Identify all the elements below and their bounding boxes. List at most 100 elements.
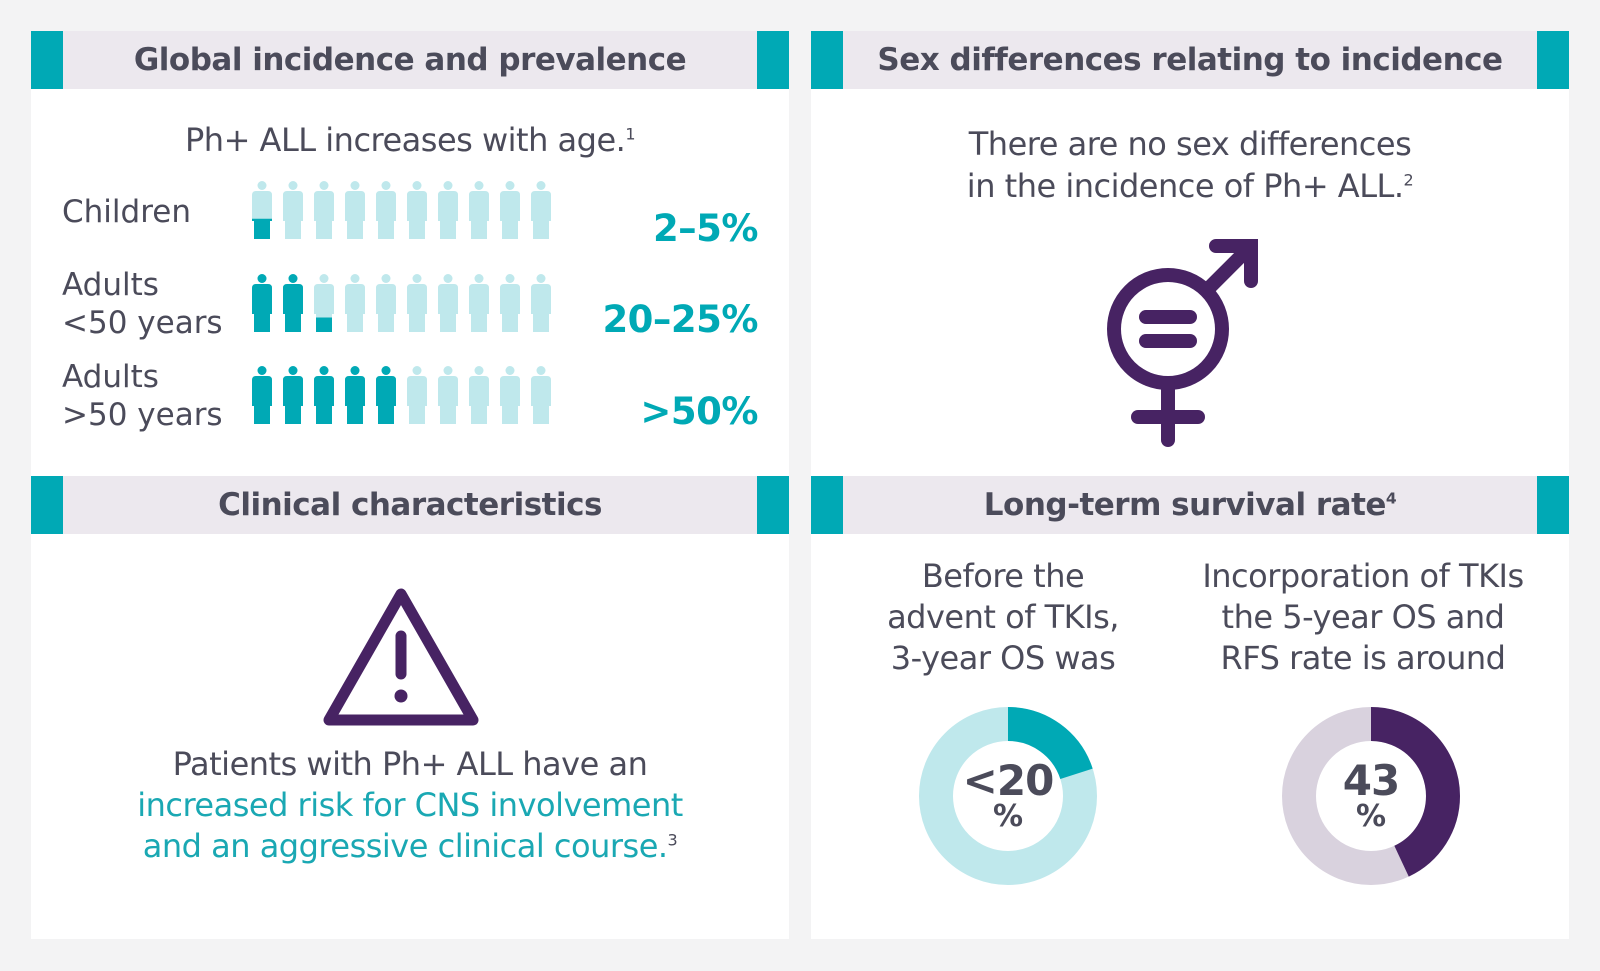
header-accent-right xyxy=(1537,476,1569,534)
row-value: 20–25% xyxy=(602,298,758,341)
incidence-title: Global incidence and prevalence xyxy=(133,42,687,78)
survival-title-ref: 4 xyxy=(1385,489,1397,508)
row-label: Adults <50 years xyxy=(62,266,223,342)
header-accent-left xyxy=(811,31,843,89)
row-label-line2: <50 years xyxy=(62,305,223,341)
person-icon xyxy=(469,274,489,332)
survival-header: Long-term survival rate4 xyxy=(811,476,1569,534)
donut-chart xyxy=(1282,707,1460,885)
survival-right-line2: the 5-year OS and xyxy=(1221,598,1505,636)
survival-right-donut: 43 % xyxy=(1281,706,1461,886)
clinical-line2: increased risk for CNS involvement xyxy=(137,786,683,824)
person-icon xyxy=(376,366,396,424)
survival-right-text: Incorporation of TKIs the 5-year OS and … xyxy=(1183,556,1543,679)
sex-lead-line2: in the incidence of Ph+ ALL. xyxy=(966,167,1404,205)
incidence-lead: Ph+ ALL increases with age.1 xyxy=(31,121,789,159)
person-icon xyxy=(438,274,458,332)
survival-left-line3: 3-year OS was xyxy=(890,639,1116,677)
survival-panel: Long-term survival rate4 Before the adve… xyxy=(811,476,1569,939)
person-icon xyxy=(252,181,272,239)
person-icon xyxy=(531,274,551,332)
survival-title: Long-term survival rate4 xyxy=(843,476,1537,534)
warning-icon xyxy=(321,586,481,728)
clinical-ref: 3 xyxy=(667,830,678,850)
row-label-line1: Children xyxy=(62,194,191,230)
sex-lead-line1: There are no sex differences xyxy=(968,125,1412,163)
person-icon xyxy=(252,274,272,332)
header-accent-right xyxy=(1537,31,1569,89)
survival-right-line3: RFS rate is around xyxy=(1220,639,1506,677)
header-accent-left xyxy=(31,31,63,89)
clinical-line3: and an aggressive clinical course. xyxy=(142,827,668,865)
donut-unit: % xyxy=(1355,799,1387,834)
person-icon xyxy=(376,181,396,239)
clinical-title: Clinical characteristics xyxy=(218,487,602,523)
row-adults-under-50: Adults <50 years 20–25% xyxy=(31,267,789,344)
clinical-text: Patients with Ph+ ALL have an increased … xyxy=(31,744,789,867)
person-icon xyxy=(469,181,489,239)
people-icons xyxy=(252,274,551,332)
row-label-line2: >50 years xyxy=(62,397,223,433)
person-icon xyxy=(283,274,303,332)
person-icon xyxy=(531,366,551,424)
incidence-lead-ref: 1 xyxy=(625,124,636,144)
person-icon xyxy=(314,366,334,424)
sex-lead-ref: 2 xyxy=(1403,170,1414,190)
header-accent-right xyxy=(757,476,789,534)
header-accent-left xyxy=(31,476,63,534)
person-icon xyxy=(345,274,365,332)
person-icon xyxy=(500,366,520,424)
person-icon xyxy=(407,366,427,424)
person-icon xyxy=(314,274,334,332)
sex-title: Sex differences relating to incidence xyxy=(877,42,1503,78)
person-icon xyxy=(500,181,520,239)
person-icon xyxy=(252,366,272,424)
clinical-header: Clinical characteristics xyxy=(31,476,789,534)
gender-equality-icon xyxy=(1107,239,1258,447)
person-icon xyxy=(438,181,458,239)
survival-left-line1: Before the xyxy=(921,557,1085,595)
header-accent-right xyxy=(757,31,789,89)
header-accent-left xyxy=(811,476,843,534)
person-icon xyxy=(314,181,334,239)
sex-header: Sex differences relating to incidence xyxy=(811,31,1569,89)
person-icon xyxy=(500,274,520,332)
row-label-line1: Adults xyxy=(62,267,159,303)
donut-unit: % xyxy=(992,799,1024,834)
person-icon xyxy=(345,181,365,239)
sex-lead: There are no sex differences in the inci… xyxy=(811,123,1569,207)
person-icon xyxy=(531,181,551,239)
people-icons xyxy=(252,366,551,424)
row-value: 2–5% xyxy=(652,207,759,250)
incidence-panel: Global incidence and prevalence Ph+ ALL … xyxy=(31,31,789,479)
row-children: Children 2–5% xyxy=(31,181,789,251)
incidence-lead-text: Ph+ ALL increases with age. xyxy=(184,121,626,159)
incidence-header: Global incidence and prevalence xyxy=(31,31,789,89)
clinical-panel: Clinical characteristics Patients with P… xyxy=(31,476,789,939)
row-label: Adults >50 years xyxy=(62,358,223,434)
survival-title-text: Long-term survival rate xyxy=(983,487,1387,523)
person-icon xyxy=(283,366,303,424)
donut-value: 43 xyxy=(1342,756,1400,805)
person-icon xyxy=(469,366,489,424)
survival-left-donut: <20 % xyxy=(918,706,1098,886)
survival-left-line2: advent of TKIs, xyxy=(887,598,1119,636)
person-icon xyxy=(376,274,396,332)
person-icon xyxy=(283,181,303,239)
person-icon xyxy=(345,366,365,424)
person-icon xyxy=(438,366,458,424)
clinical-line1: Patients with Ph+ ALL have an xyxy=(172,745,648,783)
people-icons xyxy=(252,181,551,239)
survival-left-text: Before the advent of TKIs, 3-year OS was xyxy=(823,556,1183,679)
survival-right-line1: Incorporation of TKIs xyxy=(1202,557,1524,595)
donut-value: <20 xyxy=(962,756,1055,805)
row-value: >50% xyxy=(640,390,758,433)
person-icon xyxy=(407,274,427,332)
row-label: Children xyxy=(62,193,191,231)
row-adults-over-50: Adults >50 years >50% xyxy=(31,359,789,436)
donut-segment xyxy=(1282,707,1460,885)
person-icon xyxy=(407,181,427,239)
donut-segment xyxy=(919,707,1097,885)
row-label-line1: Adults xyxy=(62,359,159,395)
sex-panel: Sex differences relating to incidence Th… xyxy=(811,31,1569,479)
